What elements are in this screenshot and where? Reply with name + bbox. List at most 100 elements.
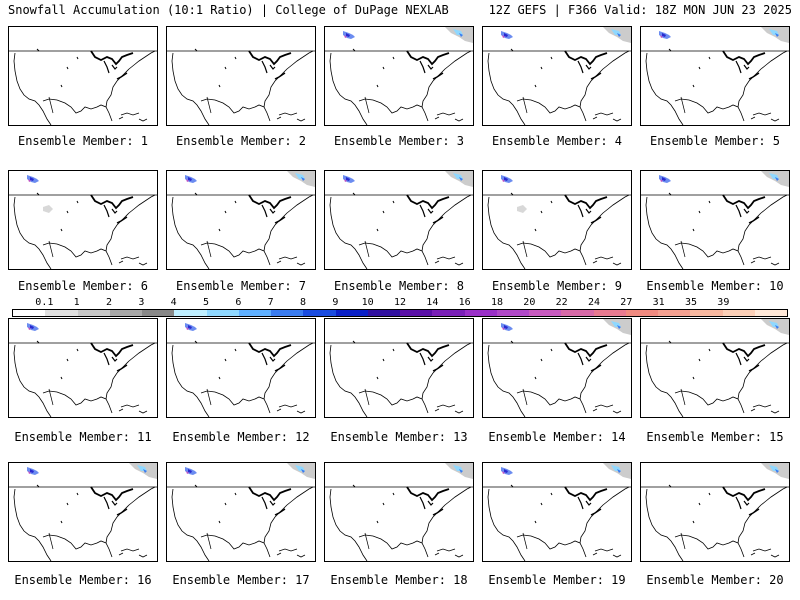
member-map-19 <box>482 462 632 562</box>
scale-tick-label: 12 <box>393 297 407 308</box>
scale-tick-label: 31 <box>652 297 665 308</box>
scale-swatch <box>45 310 78 316</box>
member-map-11 <box>8 318 158 418</box>
scale-swatch <box>206 310 239 316</box>
scale-tick-label: 39 <box>717 297 730 308</box>
scale-swatch <box>529 310 562 316</box>
member-label: Ensemble Member: 2 <box>175 134 307 148</box>
member-label: Ensemble Member: 19 <box>488 573 626 587</box>
member-map-13 <box>324 318 474 418</box>
scale-swatch <box>496 310 529 316</box>
member-label: Ensemble Member: 11 <box>14 430 152 444</box>
member-label: Ensemble Member: 17 <box>172 573 310 587</box>
conus-outline <box>325 27 473 125</box>
member-map-5 <box>640 26 790 126</box>
conus-outline <box>167 463 315 561</box>
member-label: Ensemble Member: 20 <box>646 573 784 587</box>
scale-swatch <box>77 310 110 316</box>
scale-tick-label: 20 <box>523 297 536 308</box>
conus-outline <box>641 463 789 561</box>
member-label: Ensemble Member: 6 <box>17 279 149 293</box>
member-map-14 <box>482 318 632 418</box>
scale-swatch <box>561 310 594 316</box>
scale-swatch <box>625 310 658 316</box>
member-map-9 <box>482 170 632 270</box>
scale-tick-label: 3 <box>138 297 145 308</box>
member-label: Ensemble Member: 9 <box>491 279 623 293</box>
member-label: Ensemble Member: 10 <box>646 279 784 293</box>
scale-tick-label: 10 <box>361 297 374 308</box>
scale-swatch <box>238 310 271 316</box>
member-label: Ensemble Member: 13 <box>330 430 468 444</box>
member-label: Ensemble Member: 7 <box>175 279 307 293</box>
scale-swatch <box>690 310 723 316</box>
conus-outline <box>483 463 631 561</box>
scale-tick-label: 18 <box>490 297 504 308</box>
member-label: Ensemble Member: 18 <box>330 573 468 587</box>
conus-outline <box>483 27 631 125</box>
scale-swatch <box>464 310 497 316</box>
member-map-20 <box>640 462 790 562</box>
member-map-6 <box>8 170 158 270</box>
conus-outline <box>641 171 789 269</box>
scale-tick-label: 14 <box>426 297 439 308</box>
member-map-3 <box>324 26 474 126</box>
scale-tick-label: 7 <box>267 297 274 308</box>
member-label: Ensemble Member: 8 <box>333 279 465 293</box>
member-map-15 <box>640 318 790 418</box>
member-map-1 <box>8 26 158 126</box>
conus-outline <box>325 171 473 269</box>
scale-swatch <box>722 310 755 316</box>
member-label: Ensemble Member: 16 <box>14 573 152 587</box>
scale-tick-label: 27 <box>620 297 633 308</box>
scale-swatch <box>142 310 175 316</box>
scale-tick-label: 8 <box>299 297 307 308</box>
conus-outline <box>167 48 315 125</box>
member-map-18 <box>324 462 474 562</box>
conus-outline <box>641 27 789 125</box>
map-title: Snowfall Accumulation (10:1 Ratio) | Col… <box>8 3 449 17</box>
scale-tick-label: 6 <box>235 297 242 308</box>
member-map-8 <box>324 170 474 270</box>
scale-swatch <box>593 310 626 316</box>
model-valid-time: 12Z GEFS | F366 Valid: 18Z MON JUN 23 20… <box>488 3 792 17</box>
conus-outline <box>641 319 789 417</box>
scale-swatch <box>400 310 433 316</box>
conus-outline <box>325 463 473 561</box>
snowfall-color-scale: 0.1 1 2 3 4 5 6 7 8 9 10 12 14 16 18 20 22 24 27 31 35 39 <box>12 297 788 319</box>
member-label: Ensemble Member: 5 <box>649 134 781 148</box>
member-label: Ensemble Member: 3 <box>333 134 465 148</box>
conus-outline <box>483 319 631 417</box>
scale-tick-label: 16 <box>458 297 471 308</box>
scale-tick-label: 24 <box>587 297 601 308</box>
member-map-10 <box>640 170 790 270</box>
scale-swatch <box>754 310 787 316</box>
member-label: Ensemble Member: 12 <box>172 430 310 444</box>
member-label: Ensemble Member: 4 <box>491 134 623 148</box>
member-label: Ensemble Member: 15 <box>646 430 784 444</box>
scale-tick-label: 9 <box>332 297 339 308</box>
conus-outline <box>9 48 157 125</box>
scale-swatch <box>13 310 46 316</box>
member-map-7 <box>166 170 316 270</box>
member-map-17 <box>166 462 316 562</box>
member-map-4 <box>482 26 632 126</box>
member-map-16 <box>8 462 158 562</box>
scale-swatch <box>271 310 304 316</box>
scale-swatch <box>367 310 400 316</box>
conus-outline <box>9 323 157 417</box>
conus-outline <box>325 340 473 417</box>
conus-outline <box>9 463 157 561</box>
member-label: Ensemble Member: 1 <box>17 134 149 148</box>
scale-tick-label: 35 <box>684 297 698 308</box>
scale-tick-label: 2 <box>105 297 113 308</box>
scale-swatch <box>432 310 465 316</box>
scale-swatch <box>335 310 368 316</box>
scale-tick-label: 5 <box>202 297 210 308</box>
scale-swatch <box>109 310 142 316</box>
scale-tick-label: 1 <box>73 297 80 308</box>
member-map-12 <box>166 318 316 418</box>
scale-swatch <box>174 310 207 316</box>
conus-outline <box>167 323 315 417</box>
conus-outline <box>9 175 157 269</box>
